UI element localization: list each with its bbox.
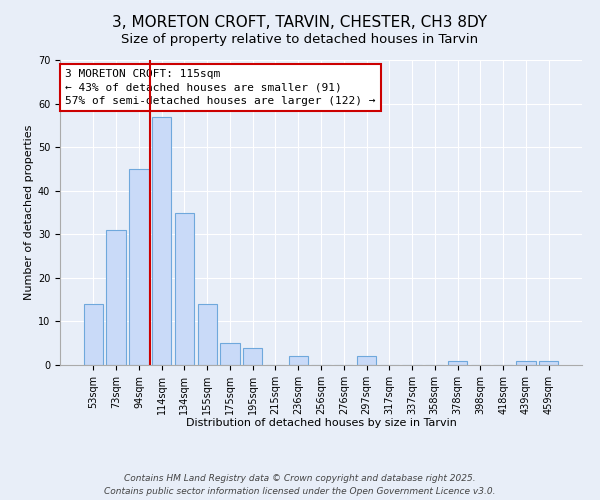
Bar [289, 356, 308, 365]
Bar [129, 169, 149, 365]
Bar [516, 360, 536, 365]
Bar [84, 304, 103, 365]
Y-axis label: Number of detached properties: Number of detached properties [24, 125, 34, 300]
Bar [357, 356, 376, 365]
Bar [197, 304, 217, 365]
Bar [243, 348, 262, 365]
Bar [539, 360, 558, 365]
Bar [175, 212, 194, 365]
X-axis label: Distribution of detached houses by size in Tarvin: Distribution of detached houses by size … [185, 418, 457, 428]
Text: Size of property relative to detached houses in Tarvin: Size of property relative to detached ho… [121, 32, 479, 46]
Bar [220, 343, 239, 365]
Text: 3, MORETON CROFT, TARVIN, CHESTER, CH3 8DY: 3, MORETON CROFT, TARVIN, CHESTER, CH3 8… [112, 15, 488, 30]
Bar [448, 360, 467, 365]
Text: 3 MORETON CROFT: 115sqm
← 43% of detached houses are smaller (91)
57% of semi-de: 3 MORETON CROFT: 115sqm ← 43% of detache… [65, 69, 376, 106]
Text: Contains HM Land Registry data © Crown copyright and database right 2025.
Contai: Contains HM Land Registry data © Crown c… [104, 474, 496, 496]
Bar [152, 116, 172, 365]
Bar [106, 230, 126, 365]
